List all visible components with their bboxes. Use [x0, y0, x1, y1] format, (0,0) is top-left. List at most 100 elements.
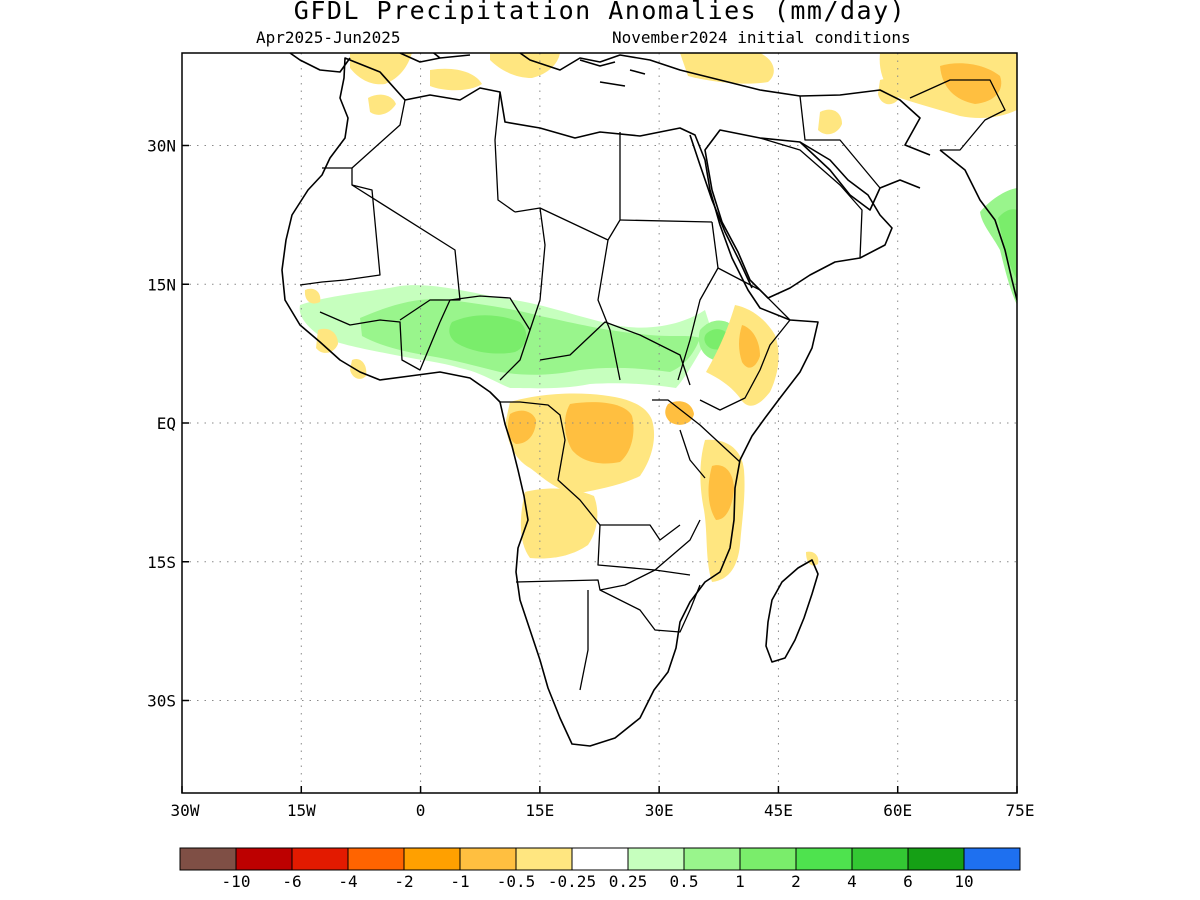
- colorbar-swatch: [627, 847, 685, 871]
- y-tick-label: 15N: [147, 275, 176, 294]
- border-morocco-algeria: [322, 99, 406, 169]
- colorbar-label: -0.5: [497, 872, 536, 891]
- y-tick-label: 30S: [147, 692, 176, 711]
- kenya-tanzania-dry-core: [708, 465, 734, 520]
- border-car: [539, 321, 691, 386]
- colorbar-label: 4: [847, 872, 857, 891]
- colorbar-label: -1: [450, 872, 469, 891]
- colorbar-swatch: [403, 847, 461, 871]
- colorbar-label: 0.5: [670, 872, 699, 891]
- colorbar-swatch: [907, 847, 965, 871]
- colorbar-swatch: [347, 847, 405, 871]
- y-tick-label: 30N: [147, 137, 176, 156]
- madagascar-coastline: [765, 559, 819, 663]
- border-egypt-sudan: [619, 219, 713, 223]
- border-algeria-libya: [494, 91, 516, 213]
- border-iran-asia: [909, 79, 1006, 151]
- border-mali-niger: [351, 184, 461, 321]
- colorbar-label: 1: [735, 872, 745, 891]
- border-sudan-ethiopia: [677, 221, 719, 381]
- border-east-africa: [652, 399, 741, 479]
- border-chad-sudan: [539, 207, 621, 381]
- lake-victoria-dry: [665, 401, 694, 425]
- coastlines: [281, 53, 1017, 747]
- y-axis: 30N 15N EQ 15S 30S: [147, 137, 189, 711]
- x-tick-label: 15W: [287, 801, 316, 820]
- colorbar-label: 10: [954, 872, 973, 891]
- y-tick-label: 15S: [147, 553, 176, 572]
- x-tick-label: 45E: [764, 801, 793, 820]
- border-zambia-mozambique: [597, 519, 701, 571]
- country-borders: [299, 79, 1006, 691]
- colorbar-label: 6: [903, 872, 913, 891]
- senegal-dry-spot: [304, 288, 321, 304]
- colorbar: -10 -6 -4 -2 -1 -0.5 -0.25 0.25 0.5 1 2 4 6 10: [179, 847, 1021, 891]
- x-tick-label: 60E: [883, 801, 912, 820]
- sahel-wet-center: [449, 315, 527, 354]
- map-content: [182, 53, 1017, 793]
- colorbar-swatch: [683, 847, 741, 871]
- border-nigeria: [439, 295, 531, 381]
- horn-dry-core: [739, 325, 760, 368]
- colorbar-swatch: [571, 847, 629, 871]
- colorbar-swatch: [795, 847, 853, 871]
- initial-conditions-subtitle: November2024 initial conditions: [612, 28, 911, 47]
- x-axis: 30W 15W 0 15E 30E 45E 60E 75E: [171, 786, 1035, 820]
- colorbar-swatch: [963, 847, 1021, 871]
- angola-dry-region: [520, 488, 598, 559]
- atlas-dry-strip: [368, 94, 396, 115]
- red-sea-coastline: [689, 134, 753, 289]
- colorbar-swatch: [851, 847, 909, 871]
- caspian-dry-spot: [878, 79, 899, 105]
- morocco-dry-region: [350, 53, 412, 85]
- madagascar-dry-spot: [806, 551, 819, 566]
- border-west-africa: [319, 311, 441, 371]
- africa-coastline: [281, 57, 819, 747]
- border-congo: [500, 401, 681, 541]
- x-tick-label: 30W: [171, 801, 200, 820]
- x-tick-label: 0: [416, 801, 426, 820]
- colorbar-label: -10: [222, 872, 251, 891]
- guinea-dry-spot: [316, 328, 338, 353]
- india-coastline: [939, 149, 1017, 301]
- border-angola-namibia: [515, 569, 691, 591]
- border-horn: [699, 267, 791, 411]
- mediterranean-dry: [490, 53, 560, 78]
- y-tick-label: EQ: [157, 414, 176, 433]
- border-niger-chad: [514, 207, 546, 331]
- sierra-leone-dry-spot: [350, 358, 367, 379]
- congo-dry-core: [564, 402, 634, 464]
- turkey-dry-region: [680, 53, 774, 84]
- colorbar-label: 0.25: [609, 872, 648, 891]
- border-arabia: [759, 95, 881, 259]
- colorbar-swatch: [291, 847, 349, 871]
- algeria-coast-dry: [430, 68, 482, 91]
- border-southern-africa: [579, 584, 701, 691]
- arabia-coastline: [704, 129, 893, 299]
- iraq-dry-spot: [818, 109, 842, 135]
- chart-title: GFDL Precipitation Anomalies (mm/day): [293, 0, 907, 25]
- colorbar-label: -2: [394, 872, 413, 891]
- colorbar-label: -6: [282, 872, 301, 891]
- colorbar-label: -0.25: [548, 872, 596, 891]
- colorbar-label: 2: [791, 872, 801, 891]
- gulf-coastline: [799, 141, 921, 211]
- india-wet-center: [998, 209, 1017, 280]
- colorbar-swatch: [179, 847, 237, 871]
- border-libya-egypt: [607, 132, 621, 241]
- x-tick-label: 15E: [525, 801, 554, 820]
- colorbar-swatch: [515, 847, 573, 871]
- x-tick-label: 75E: [1006, 801, 1035, 820]
- x-tick-label: 30E: [645, 801, 674, 820]
- season-subtitle: Apr2025-Jun2025: [256, 28, 401, 47]
- afghanistan-dry-core: [940, 63, 1002, 104]
- colorbar-swatch: [739, 847, 797, 871]
- colorbar-swatch: [459, 847, 517, 871]
- colorbar-label: -4: [338, 872, 357, 891]
- colorbar-swatch: [235, 847, 293, 871]
- iberia-coastline: [289, 53, 351, 73]
- gabon-dry-core: [508, 410, 536, 444]
- europe-coastline: [399, 53, 931, 156]
- mediterranean-islands: [432, 53, 646, 87]
